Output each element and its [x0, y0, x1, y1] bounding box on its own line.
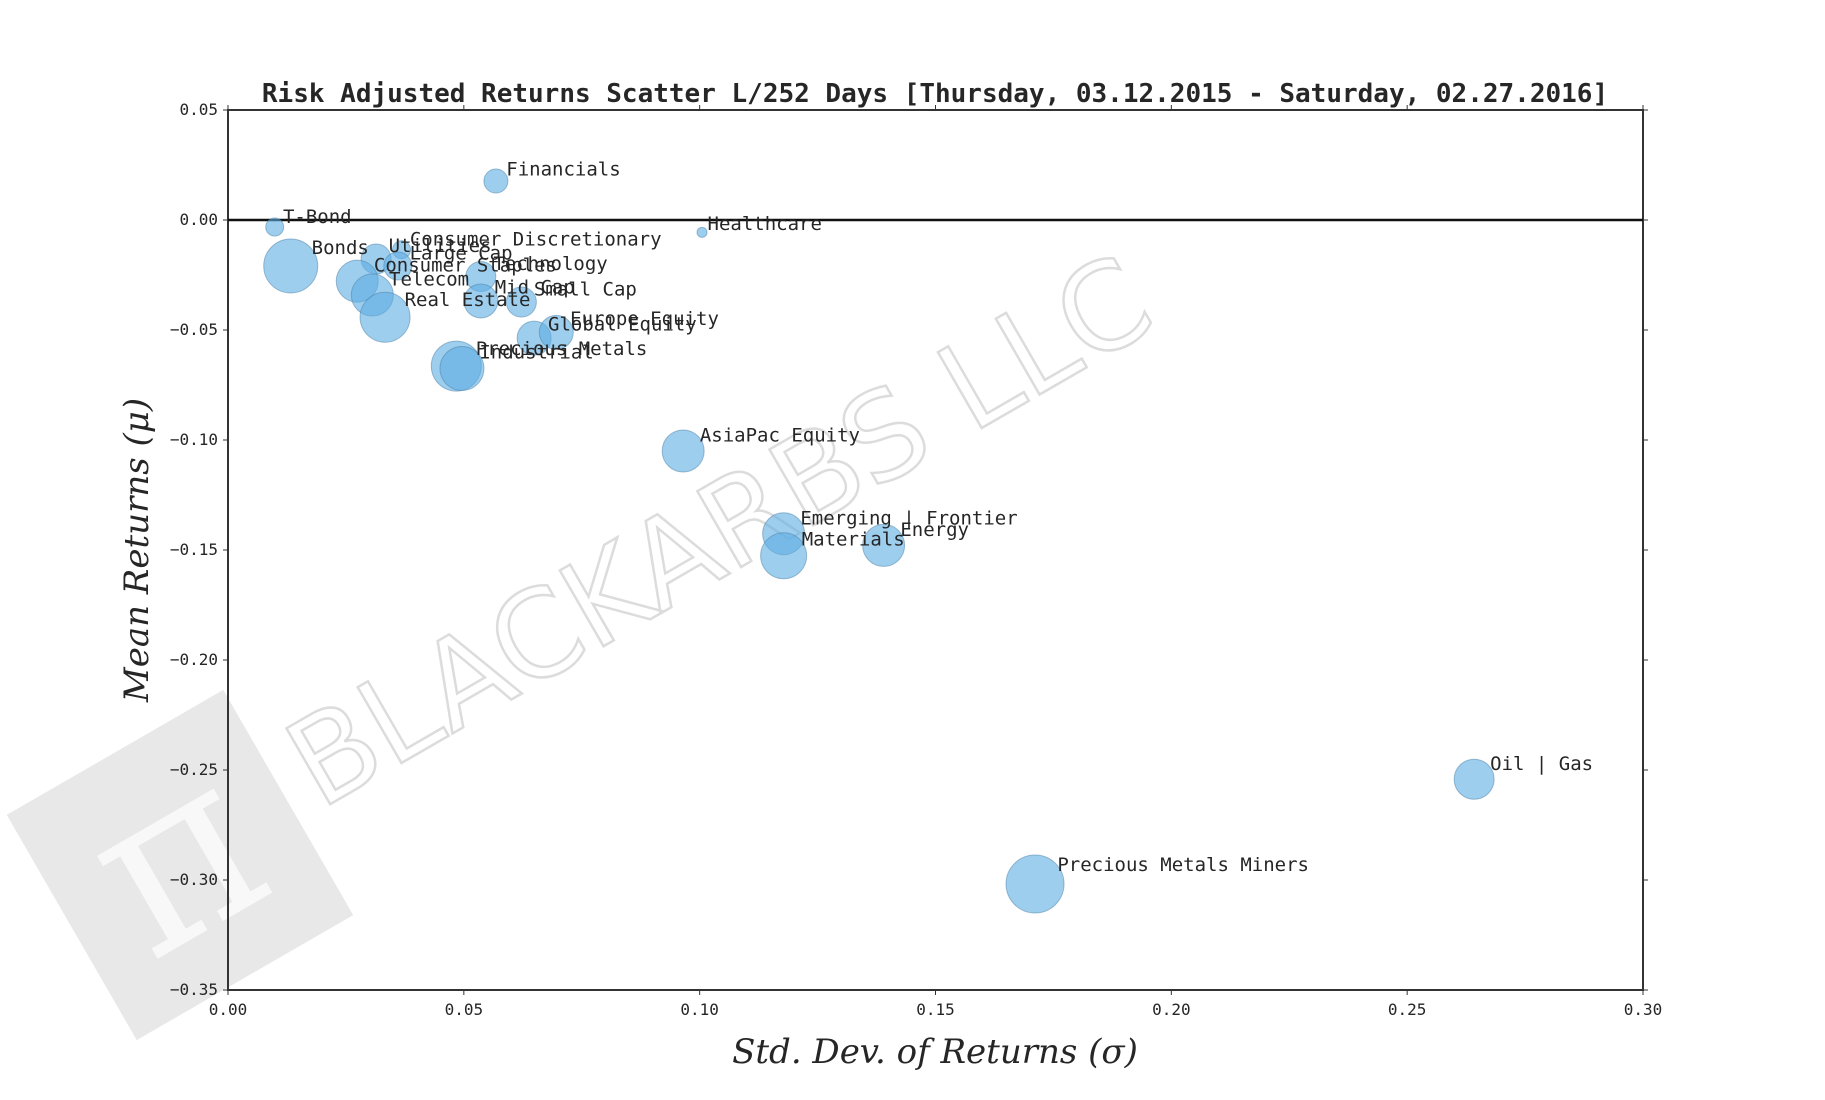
data-point-label: Large Cap [410, 243, 513, 265]
y-tick-label: −0.15 [170, 540, 218, 559]
chart-title: Risk Adjusted Returns Scatter L/252 Days… [262, 79, 1608, 109]
x-tick-label: 0.25 [1388, 1000, 1427, 1019]
data-point-label: Materials [802, 528, 905, 550]
data-point-label: Real Estate [405, 289, 531, 311]
data-point [696, 226, 708, 238]
data-point [760, 532, 808, 580]
y-tick-label: 0.00 [179, 210, 218, 229]
data-point [439, 346, 485, 391]
data-point-label: Emerging | Frontier [800, 507, 1017, 529]
x-axis-label: Std. Dev. of Returns (σ) [732, 1032, 1138, 1072]
data-point [538, 314, 574, 350]
data-point-label: Europe Equity [570, 308, 719, 330]
data-point-label: Healthcare [708, 213, 822, 235]
data-point [383, 251, 413, 281]
data-point [265, 217, 285, 237]
x-tick-label: 0.00 [209, 1000, 248, 1019]
y-tick-label: −0.20 [170, 650, 218, 669]
data-point-label: Consumer Staples [374, 255, 557, 277]
data-point-label: Utilities [389, 235, 492, 257]
data-point-label: Global Equity [548, 313, 697, 335]
scatter-points: T-Bond Bonds Financials Healthcare Consumer … [263, 159, 1593, 914]
data-point [661, 429, 705, 473]
data-point [862, 523, 906, 567]
plot-axes: 0.00 0.05 0.10 0.15 0.20 0.25 0.30 0.05 0.00 −0.0… [170, 100, 1662, 1019]
y-tick-label: −0.35 [170, 980, 218, 999]
y-tick-label: −0.10 [170, 430, 218, 449]
data-point-label: Energy [900, 519, 969, 541]
data-point-label: Mid Cap [495, 276, 575, 298]
data-point-label: Precious Metals Miners [1057, 854, 1309, 876]
x-tick-label: 0.30 [1624, 1000, 1663, 1019]
data-point-label: Small Cap [534, 278, 637, 300]
x-tick-label: 0.20 [1152, 1000, 1191, 1019]
data-point-label: Industrial [479, 342, 593, 364]
data-point [463, 283, 499, 319]
data-point [483, 168, 509, 194]
x-tick-label: 0.05 [445, 1000, 484, 1019]
watermark-logo-square [6, 689, 354, 1041]
data-point-label: Technology [493, 253, 607, 275]
data-point-label: T-Bond [283, 206, 352, 228]
data-point [359, 291, 411, 343]
x-tick-label: 0.15 [916, 1000, 955, 1019]
data-point-label: Bonds [312, 237, 369, 259]
data-point-label: Precious Metals [476, 338, 648, 360]
data-point [1005, 854, 1065, 914]
data-point-label: Oil | Gas [1490, 753, 1593, 775]
data-point-label: AsiaPac Equity [700, 425, 860, 447]
data-point-label: Consumer Discretionary [410, 229, 662, 251]
y-tick-label: −0.05 [170, 320, 218, 339]
y-tick-label: −0.30 [170, 870, 218, 889]
data-point-label: Telecom [389, 269, 469, 291]
data-point-label: Financials [506, 159, 620, 181]
y-axis-label: Mean Returns (μ) [117, 398, 157, 703]
y-tick-label: −0.25 [170, 760, 218, 779]
x-tick-label: 0.10 [680, 1000, 719, 1019]
data-point [1453, 758, 1495, 800]
data-point [505, 286, 537, 318]
y-tick-label: 0.05 [179, 100, 218, 119]
data-point [263, 238, 319, 294]
